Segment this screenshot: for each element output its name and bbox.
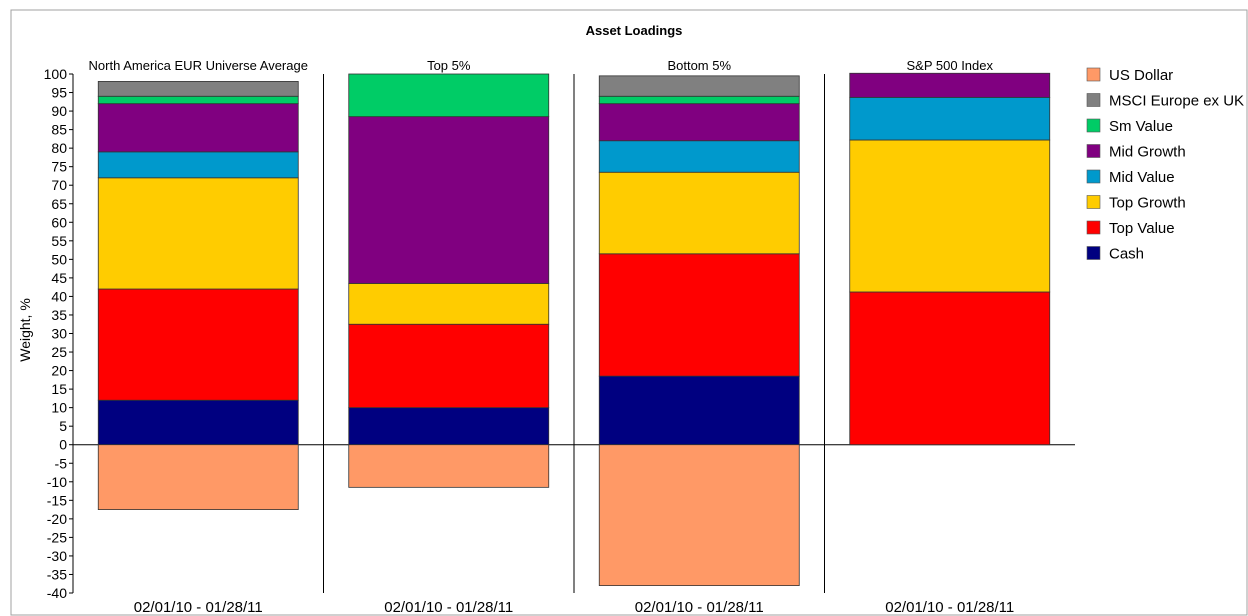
- legend-label: Top Value: [1109, 220, 1175, 237]
- bar-segment: [849, 139, 1051, 293]
- panel-title: Bottom 5%: [667, 58, 731, 73]
- legend: US Dollar MSCI Europe ex UK Sm Value Mid Gr…: [1086, 67, 1244, 263]
- y-tick-label: 75: [51, 159, 67, 175]
- bar-segment: [97, 95, 299, 105]
- bar-segment: [849, 291, 1051, 446]
- y-tick-label: -10: [47, 474, 67, 490]
- bar-segment: [97, 151, 299, 179]
- legend-item: Mid Value: [1086, 169, 1175, 186]
- bar-segment: [97, 444, 299, 510]
- y-tick-label: 15: [51, 381, 67, 397]
- bar-segment: [598, 444, 800, 586]
- y-tick-label: 85: [51, 122, 67, 138]
- legend-label: Sm Value: [1109, 118, 1173, 135]
- x-category-label: 02/01/10 - 01/28/11: [134, 599, 263, 616]
- panel-title: North America EUR Universe Average: [89, 58, 308, 73]
- y-tick-label: 70: [51, 177, 67, 193]
- legend-swatch: [1086, 246, 1101, 260]
- y-tick-label: -5: [55, 455, 68, 471]
- y-tick-label: 95: [51, 85, 67, 101]
- bar-segment: [348, 444, 550, 488]
- bar-segment: [598, 75, 800, 97]
- bar-segment: [598, 171, 800, 255]
- bar-segment: [97, 288, 299, 401]
- bar-segment: [598, 95, 800, 105]
- legend-item: Mid Growth: [1086, 144, 1186, 161]
- legend-item: Top Growth: [1086, 195, 1186, 212]
- y-tick-label: 90: [51, 103, 67, 119]
- bar-segment: [348, 323, 550, 409]
- y-tick-label: 45: [51, 270, 67, 286]
- y-tick-label: 60: [51, 214, 67, 230]
- panel-title: S&P 500 Index: [907, 58, 994, 73]
- legend-label: Mid Growth: [1109, 144, 1186, 161]
- y-tick-label: -30: [47, 548, 67, 564]
- legend-swatch: [1086, 220, 1101, 235]
- y-tick-label: 40: [51, 288, 67, 304]
- legend-label: US Dollar: [1109, 67, 1173, 84]
- y-tick-label: 100: [44, 66, 68, 82]
- y-tick-label: -20: [47, 511, 67, 527]
- panel: Bottom 5% 02/01/10 - 01/28/11: [598, 58, 825, 616]
- bar-segment: [849, 96, 1051, 141]
- y-tick-label: 50: [51, 251, 67, 267]
- y-tick-label: 0: [59, 437, 67, 453]
- chart-title: Asset Loadings: [586, 23, 683, 38]
- legend-swatch: [1086, 144, 1101, 158]
- bar-segment: [598, 375, 800, 446]
- bar-segment: [598, 103, 800, 142]
- panels: North America EUR Universe Average 02/01/…: [73, 58, 1075, 616]
- y-tick-label: -25: [47, 529, 67, 545]
- legend-swatch: [1086, 169, 1101, 184]
- y-tick-label: -35: [47, 566, 67, 582]
- bar-segment: [598, 253, 800, 377]
- x-category-label: 02/01/10 - 01/28/11: [384, 599, 513, 616]
- legend-item: Sm Value: [1086, 118, 1173, 135]
- bar-segment: [348, 73, 550, 118]
- bar-segment: [348, 116, 550, 284]
- legend-label: Top Growth: [1109, 195, 1186, 212]
- y-axis: -40 -35 -30 -25 -20 -15 -10 -5 0 5 10 15 20 25 30 35 40 4…: [44, 66, 74, 601]
- legend-label: MSCI Europe ex UK: [1109, 93, 1244, 110]
- y-tick-label: 30: [51, 326, 67, 342]
- panel: North America EUR Universe Average 02/01/…: [89, 58, 324, 616]
- y-tick-label: 25: [51, 344, 67, 360]
- y-tick-label: 10: [51, 400, 67, 416]
- bar-segment: [97, 103, 299, 153]
- legend-item: US Dollar: [1086, 67, 1173, 84]
- panel: S&P 500 Index 02/01/10 - 01/28/11: [849, 58, 1051, 616]
- legend-item: Cash: [1086, 246, 1144, 263]
- y-axis-label: Weight, %: [17, 298, 33, 362]
- bar-segment: [97, 399, 299, 446]
- y-tick-label: -40: [47, 585, 67, 601]
- panel: Top 5% 02/01/10 - 01/28/11: [348, 58, 575, 616]
- y-tick-label: 55: [51, 233, 67, 249]
- bar-segment: [348, 407, 550, 446]
- y-tick-label: 65: [51, 196, 67, 212]
- legend-item: Top Value: [1086, 220, 1175, 237]
- y-tick-label: 20: [51, 363, 67, 379]
- legend-label: Mid Value: [1109, 169, 1175, 186]
- bar-segment: [849, 72, 1051, 98]
- bar-segment: [348, 283, 550, 325]
- legend-item: MSCI Europe ex UK: [1086, 93, 1244, 110]
- panel-title: Top 5%: [427, 58, 471, 73]
- legend-swatch: [1086, 93, 1101, 107]
- y-tick-label: 80: [51, 140, 67, 156]
- y-tick-label: -15: [47, 492, 67, 508]
- x-category-label: 02/01/10 - 01/28/11: [635, 599, 764, 616]
- legend-swatch: [1086, 67, 1101, 82]
- bar-segment: [97, 81, 299, 97]
- legend-swatch: [1086, 118, 1101, 133]
- y-tick-label: 5: [59, 418, 67, 434]
- bar-segment: [598, 140, 800, 173]
- x-category-label: 02/01/10 - 01/28/11: [885, 599, 1014, 616]
- legend-label: Cash: [1109, 246, 1144, 263]
- y-tick-label: 35: [51, 307, 67, 323]
- bar-segment: [97, 177, 299, 290]
- legend-swatch: [1086, 195, 1101, 209]
